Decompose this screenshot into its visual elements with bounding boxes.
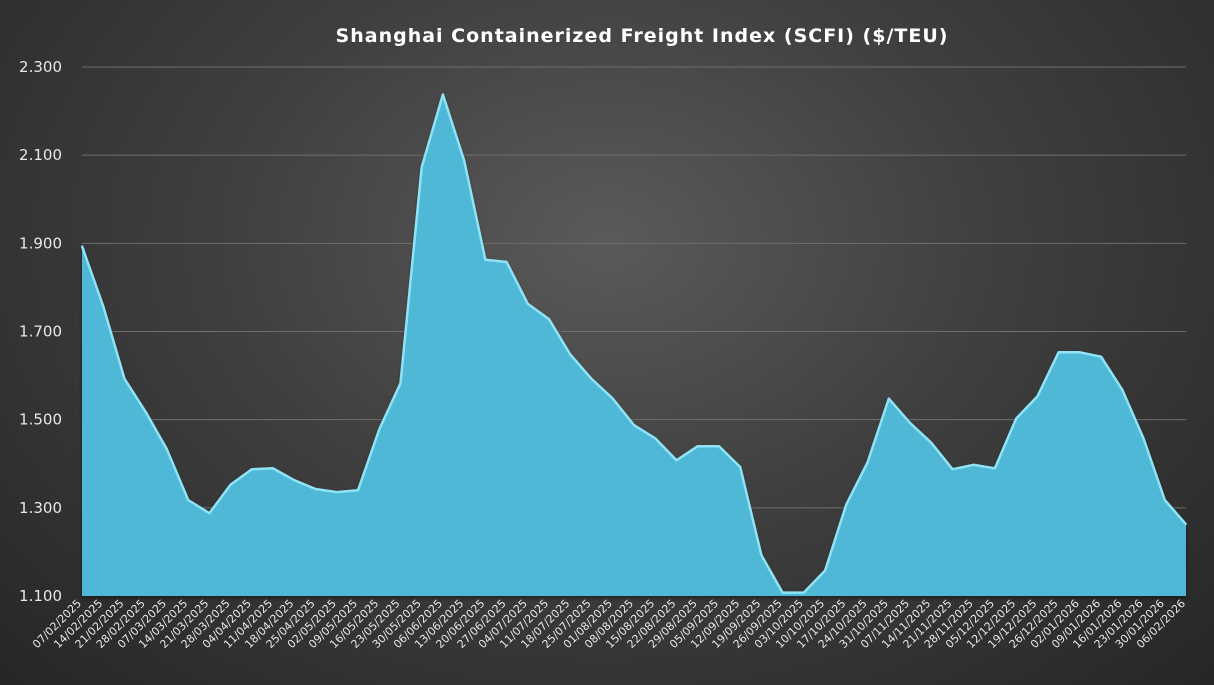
data-point [633, 424, 635, 426]
area-series [80, 93, 1187, 596]
chart-title: Shanghai Containerized Freight Index (SC… [336, 25, 949, 47]
data-point [1079, 351, 1081, 354]
data-point [314, 488, 317, 490]
data-point [718, 445, 720, 448]
data-point [102, 305, 104, 307]
data-point [463, 159, 466, 162]
data-point [548, 318, 550, 321]
area-fill [82, 93, 1186, 596]
data-point [739, 466, 741, 468]
data-point [951, 468, 954, 471]
data-point [845, 503, 848, 506]
y-axis-ticks: 1.100 1.300 1.500 1.700 1.900 2.100 2.300 [19, 58, 62, 605]
data-point [229, 483, 232, 486]
data-point [505, 261, 508, 263]
data-point [1164, 499, 1166, 501]
data-point [1121, 389, 1124, 391]
x-axis-ticks: 07/02/202514/02/202521/02/202528/02/2025… [30, 597, 1188, 651]
data-point [357, 489, 359, 492]
data-point [123, 378, 126, 380]
y-tick-label: 1.300 [19, 499, 62, 517]
data-point [1142, 437, 1145, 440]
data-point [1057, 351, 1060, 354]
data-point [272, 467, 274, 470]
data-point [144, 411, 147, 413]
y-tick-label: 2.100 [19, 146, 62, 164]
data-point [781, 591, 784, 594]
data-point [399, 382, 402, 385]
data-point [187, 499, 189, 501]
data-point [569, 353, 572, 356]
data-point [888, 397, 890, 400]
data-point [208, 512, 211, 514]
data-point [612, 397, 614, 400]
data-point [1015, 417, 1017, 420]
data-point [994, 467, 996, 470]
y-tick-label: 1.700 [19, 323, 62, 341]
data-point [251, 468, 253, 471]
data-point [866, 461, 869, 464]
data-point [654, 437, 656, 440]
data-point [930, 441, 932, 444]
data-point [1036, 395, 1039, 398]
data-point [484, 259, 487, 261]
data-point [675, 459, 678, 462]
y-tick-label: 1.500 [19, 411, 62, 429]
data-point [1185, 523, 1187, 526]
data-point [696, 445, 699, 448]
data-point [420, 166, 423, 168]
data-point [1100, 355, 1102, 358]
data-point [803, 591, 805, 594]
data-point [527, 303, 529, 305]
y-tick-label: 1.100 [19, 587, 62, 605]
data-point [293, 479, 296, 482]
data-point [81, 245, 83, 247]
data-point [378, 428, 381, 431]
data-point [972, 464, 975, 466]
data-point [824, 569, 826, 572]
data-point [909, 422, 911, 424]
y-tick-label: 1.900 [19, 234, 62, 252]
data-point [590, 378, 593, 380]
data-point [336, 491, 338, 493]
data-point [760, 554, 763, 556]
y-tick-label: 2.300 [19, 58, 62, 76]
data-point [442, 93, 444, 96]
data-point [166, 448, 168, 451]
